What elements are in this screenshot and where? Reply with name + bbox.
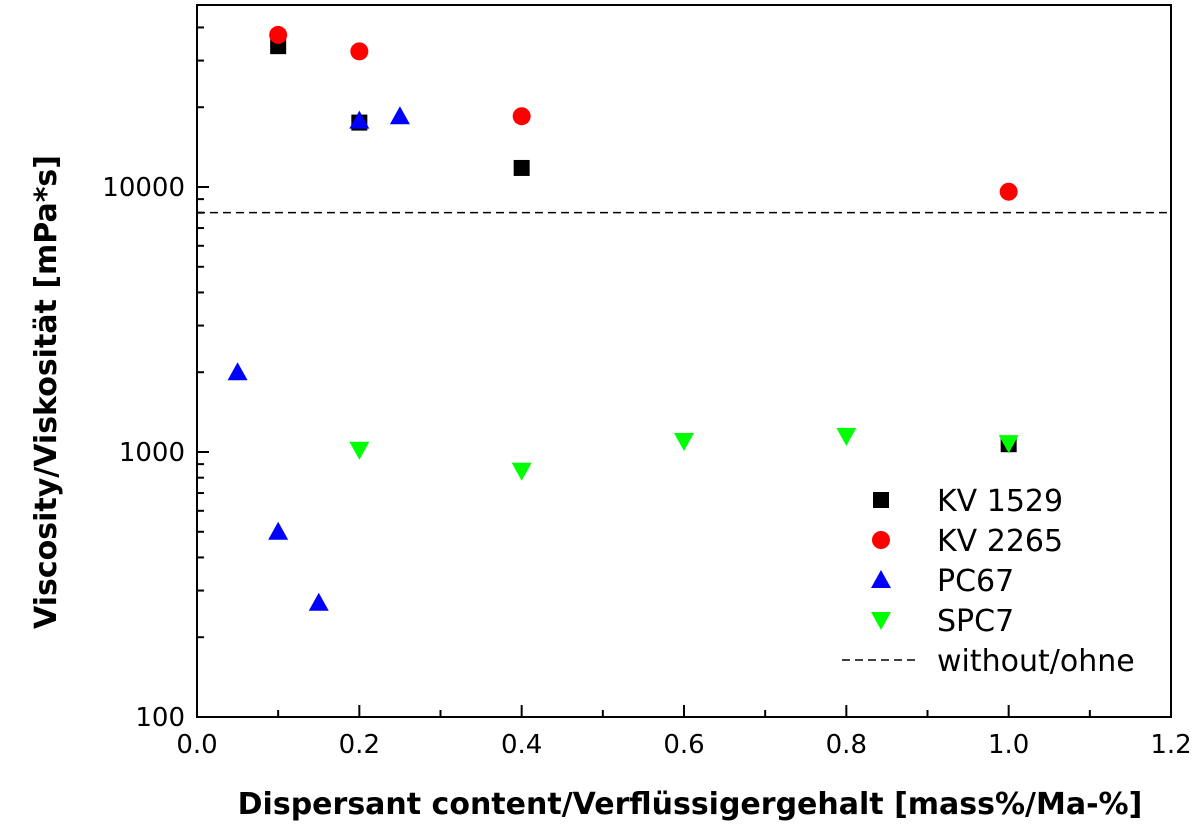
data-point-kv-2265 — [999, 182, 1018, 201]
data-point-kv-2265 — [350, 42, 369, 61]
y-tick-label: 10000 — [102, 173, 185, 203]
plot-area — [196, 4, 1172, 718]
legend: KV 1529 KV 2265 PC67 SPC7 without/ohne — [842, 484, 1135, 679]
legend-label: KV 1529 — [937, 484, 1063, 519]
y-axis: 100 1000 10000 — [102, 26, 209, 733]
legend-marker-pc67 — [871, 570, 891, 588]
y-axis-title: Viscosity/Viskosität [mPa*s] — [29, 155, 64, 629]
x-axis-title: Dispersant content/Verflüssigergehalt [m… — [238, 787, 1143, 822]
legend-label: KV 2265 — [937, 524, 1063, 559]
legend-marker-spc7 — [871, 612, 891, 630]
data-point-spc7 — [836, 427, 857, 446]
data-point-pc67 — [389, 106, 410, 125]
x-tick-label: 1.2 — [1150, 730, 1191, 760]
legend-label: SPC7 — [937, 604, 1014, 639]
y-tick-label: 100 — [135, 703, 185, 733]
data-point-kv-2265 — [269, 25, 288, 44]
x-tick-label: 0.4 — [501, 730, 542, 760]
legend-marker-kv-2265 — [872, 531, 890, 549]
data-point-pc67 — [308, 592, 329, 611]
legend-marker-kv-1529 — [873, 492, 889, 508]
data-points — [227, 25, 1019, 611]
x-tick-label: 0.8 — [826, 730, 867, 760]
data-point-kv-2265 — [512, 107, 531, 126]
x-tick-label: 0.0 — [176, 730, 217, 760]
legend-label: PC67 — [937, 564, 1014, 599]
data-point-pc67 — [349, 110, 370, 129]
data-point-spc7 — [674, 433, 694, 452]
data-point-pc67 — [268, 521, 289, 540]
y-tick-label: 1000 — [119, 438, 185, 468]
data-point-kv-1529 — [513, 159, 530, 176]
data-point-spc7 — [349, 441, 370, 460]
data-point-spc7 — [511, 462, 532, 481]
x-tick-label: 0.2 — [339, 730, 380, 760]
data-point-spc7 — [998, 435, 1019, 454]
data-point-pc67 — [227, 362, 248, 381]
x-axis: 0.0 0.2 0.4 0.6 0.8 1.0 1.2 — [176, 705, 1192, 760]
legend-label: without/ohne — [937, 644, 1135, 679]
x-tick-label: 0.6 — [663, 730, 704, 760]
x-tick-label: 1.0 — [988, 730, 1029, 760]
